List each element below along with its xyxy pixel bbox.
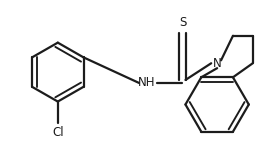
- Text: N: N: [213, 57, 222, 70]
- Text: Cl: Cl: [52, 126, 64, 139]
- Text: NH: NH: [138, 76, 156, 89]
- Text: S: S: [179, 16, 186, 29]
